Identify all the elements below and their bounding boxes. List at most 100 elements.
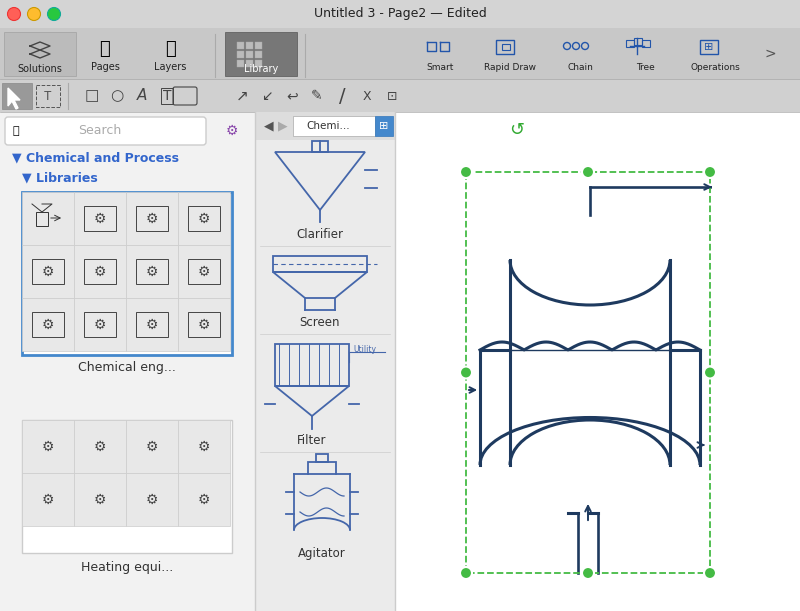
Text: ⚙: ⚙	[94, 212, 106, 226]
Text: ⚙: ⚙	[94, 265, 106, 279]
Text: Utility: Utility	[354, 345, 377, 354]
Text: ⊞: ⊞	[704, 42, 714, 52]
Text: ⚙: ⚙	[198, 212, 210, 226]
Bar	[255, 51, 262, 58]
Bar	[126, 192, 178, 245]
Bar	[246, 51, 253, 58]
Bar	[0, 112, 255, 611]
Circle shape	[704, 367, 716, 378]
Text: 🗂: 🗂	[165, 40, 175, 58]
Text: ⚙: ⚙	[94, 440, 106, 454]
Text: ▼ Libraries: ▼ Libraries	[22, 172, 98, 185]
Bar	[375, 116, 393, 136]
Text: ⊞: ⊞	[379, 121, 389, 131]
Bar	[237, 51, 244, 58]
Text: A: A	[137, 89, 147, 103]
Bar	[188, 312, 220, 337]
Bar	[178, 420, 230, 473]
Text: ⚙: ⚙	[42, 493, 54, 507]
Bar	[22, 473, 74, 526]
Bar	[32, 312, 64, 337]
Text: Untitled 3 - Page2 — Edited: Untitled 3 - Page2 — Edited	[314, 7, 486, 21]
Bar	[32, 259, 64, 284]
Bar	[634, 38, 642, 45]
Text: 📄: 📄	[100, 40, 110, 58]
Text: /: /	[338, 87, 346, 106]
Text: ◀: ◀	[264, 120, 274, 133]
Bar	[84, 259, 116, 284]
Text: 🔍: 🔍	[13, 126, 19, 136]
Bar	[126, 298, 178, 351]
Text: ⚙: ⚙	[42, 318, 54, 332]
Bar	[22, 298, 74, 351]
Circle shape	[704, 166, 716, 178]
Bar	[126, 420, 178, 473]
Bar	[36, 212, 48, 226]
Text: ↙: ↙	[261, 89, 273, 103]
Bar	[246, 60, 253, 67]
Bar	[188, 259, 220, 284]
Bar	[626, 40, 634, 47]
Text: ○: ○	[110, 89, 124, 103]
Text: Screen: Screen	[300, 315, 340, 329]
Text: Pages: Pages	[90, 62, 119, 72]
Bar	[275, 344, 349, 386]
Text: Filter: Filter	[298, 434, 326, 447]
Bar	[395, 112, 800, 611]
Text: ⚙: ⚙	[226, 124, 238, 138]
Bar	[293, 116, 375, 136]
Bar	[308, 462, 336, 474]
Circle shape	[47, 7, 61, 21]
Text: ⚙: ⚙	[146, 318, 158, 332]
Text: Tree: Tree	[636, 62, 654, 71]
Bar	[22, 192, 74, 245]
Text: Rapid Draw: Rapid Draw	[484, 62, 536, 71]
Bar	[0, 28, 800, 80]
Text: >: >	[764, 47, 776, 61]
Bar	[237, 42, 244, 49]
Bar	[496, 40, 514, 54]
Text: Layers: Layers	[154, 62, 186, 72]
Text: ↗: ↗	[236, 89, 248, 103]
Text: □: □	[85, 89, 99, 103]
Bar	[36, 85, 60, 107]
Bar	[225, 32, 297, 76]
Text: T: T	[162, 89, 171, 103]
Text: ↩: ↩	[286, 89, 298, 103]
Text: ⚙: ⚙	[198, 440, 210, 454]
Bar	[246, 42, 253, 49]
Bar	[84, 206, 116, 231]
Bar	[255, 60, 262, 67]
Bar	[22, 420, 232, 553]
Bar	[22, 192, 232, 355]
Bar	[22, 245, 74, 298]
Text: ▼ Chemical and Process: ▼ Chemical and Process	[12, 152, 179, 164]
Bar	[84, 312, 116, 337]
Text: X: X	[362, 89, 371, 103]
Text: ▶: ▶	[278, 120, 288, 133]
Bar	[273, 256, 367, 272]
Text: T: T	[44, 89, 52, 103]
Circle shape	[27, 7, 41, 21]
Circle shape	[460, 367, 472, 378]
Bar	[2, 83, 32, 109]
Text: ⚙: ⚙	[146, 440, 158, 454]
Bar	[700, 40, 718, 54]
Text: ✎: ✎	[311, 89, 323, 103]
Text: ⊡: ⊡	[386, 89, 398, 103]
Bar	[74, 473, 126, 526]
Text: Heating equi...: Heating equi...	[81, 562, 173, 574]
Text: ⚙: ⚙	[146, 212, 158, 226]
Bar	[74, 420, 126, 473]
Text: ⚙: ⚙	[198, 318, 210, 332]
Text: Agitator: Agitator	[298, 547, 346, 560]
Bar	[22, 420, 74, 473]
Circle shape	[460, 166, 472, 178]
Text: Solutions: Solutions	[18, 64, 62, 74]
Bar	[188, 206, 220, 231]
Text: Operations: Operations	[690, 62, 740, 71]
Circle shape	[460, 567, 472, 579]
Text: Smart: Smart	[426, 62, 454, 71]
Bar	[255, 112, 395, 611]
Bar	[255, 112, 395, 140]
